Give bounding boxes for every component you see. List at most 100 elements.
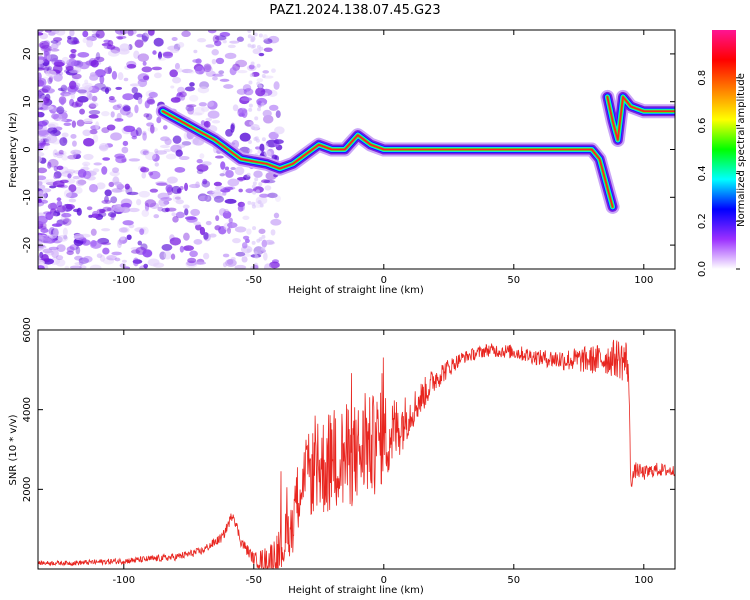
spectrogram-noise-blob [219,78,230,82]
spectrogram-noise-blob [38,137,44,144]
spectrogram-noise-blob [102,157,111,161]
spectrogram-noise-blob [82,255,93,263]
spectrogram-noise-blob [156,116,162,124]
spectrogram-noise-blob [229,67,237,76]
spectrogram-noise-blob [251,125,256,130]
spectrogram-noise-blob [191,112,203,116]
spectrogram-noise-blob [139,228,145,235]
spectrogram-noise-blob [274,195,281,202]
spectrogram-noise-blob [254,177,259,182]
spectrogram-noise-blob [213,181,222,187]
spectrogram-noise-blob [82,37,88,44]
spectrogram-noise-blob [38,184,46,190]
spectrogram-noise-blob [189,94,199,102]
spectrogram-noise-blob [234,166,245,176]
spectrogram-noise-blob [134,104,139,114]
spectrogram-noise-blob [174,62,180,70]
spectrogram-noise-blob [205,220,212,226]
spectrogram-noise-blob [56,165,64,171]
spectrogram-noise-blob [222,191,227,196]
spectrogram-noise-blob [273,212,280,219]
spectrogram-noise-blob [141,172,147,179]
spectrogram-noise-blob [79,265,87,269]
spectrogram-noise-blob [225,169,234,178]
spectrogram-noise-blob [44,250,55,256]
spectrogram-noise-blob [86,91,92,99]
spectrogram-noise-blob [175,211,185,219]
spectrogram-noise-blob [106,44,116,50]
spectrogram-noise-blob [214,35,227,41]
spectrogram-noise-blob [38,152,45,157]
spectrogram-noise-blob [239,132,251,142]
snr-y-tick-label: 4000 [22,397,33,422]
spectrogram-noise-blob [212,190,222,195]
spectrogram-noise-blob [76,207,82,216]
spectrogram-noise-blob [38,129,49,138]
spectrogram-noise-blob [242,84,252,92]
spectrogram-noise-blob [212,34,220,43]
spectrogram-noise-blob [170,253,176,260]
spectrogram-noise-blob [75,245,81,255]
spectrogram-noise-blob [113,181,122,186]
spectrogram-noise-blob [165,153,177,160]
spectrogram-noise-blob [153,72,162,79]
spectrogram-noise-blob [237,69,248,74]
spectrogram-noise-blob [236,36,244,42]
spectrogram-noise-blob [102,206,112,212]
spectrogram-noise-blob [145,151,157,161]
spectrogram-noise-blob [142,132,147,141]
spectrogram-noise-blob [258,237,263,242]
spectrogram-noise-blob [261,74,266,79]
spectrogram-noise-blob [255,189,260,194]
spectrogram-noise-blob [69,265,82,269]
spectrogram-noise-blob [40,228,49,234]
spectrogram-noise-blob [201,161,212,166]
snr-panel: -100 -50 0 50 100 2000 4000 6000 Height of str… [8,317,676,596]
spectrogram-noise-blob [38,91,43,97]
spectrogram-noise-blob [54,152,65,156]
spectrogram-noise-blob [51,249,59,259]
spectrogram-noise-blob [95,121,100,130]
spectrogram-noise-blob [255,146,261,150]
spectrogram-noise-blob [132,259,143,264]
spectrogram-noise-blob [252,226,257,231]
spectrogram-noise-blob [57,118,68,122]
snr-x-tick-label: -100 [112,575,135,586]
spectrogram-noise-blob [203,252,210,260]
spectrogram-noise-blob [111,70,118,80]
spectrogram-noise-blob [106,255,117,261]
spectrogram-noise-blob [154,162,160,167]
spectrogram-noise-blob [262,70,270,74]
spectrogram-noise-blob [174,196,181,200]
spectrogram-y-tick-label: 20 [22,48,33,61]
spectrogram-noise-blob [143,263,149,269]
spectrogram-noise-blob [159,144,170,149]
spectrogram-noise-blob [62,218,72,226]
spectrogram-noise-blob [137,53,150,62]
snr-x-tick-label: 0 [381,575,387,586]
spectrogram-noise-blob [223,84,234,89]
spectrogram-y-tick-label: -20 [22,237,33,253]
spectrogram-noise-blob [147,258,160,267]
spectrogram-noise-blob [141,66,153,73]
spectrogram-noise-blob [218,208,227,216]
spectrogram-noise-blob [107,49,120,57]
spectrogram-noise-blob [143,75,150,81]
spectrogram-noise-blob [90,228,97,236]
spectrogram-noise-blob [104,195,109,203]
spectrogram-noise-blob [91,210,99,218]
spectrogram-noise-blob [247,30,252,34]
spectrogram-noise-blob [184,86,195,92]
spectrogram-noise-blob [157,51,163,60]
spectrogram-noise-blob [205,44,215,48]
spectrogram-noise-blob [259,143,265,152]
spectrogram-noise-blob [262,109,272,118]
spectrogram-noise-blob [240,97,253,102]
spectrogram-noise-blob [73,237,84,247]
spectrogram-noise-blob [179,245,185,253]
spectrogram-noise-blob [252,181,257,186]
spectrogram-noise-blob [83,137,95,147]
spectrogram-noise-blob [117,36,124,40]
spectrogram-noise-blob [242,215,250,220]
